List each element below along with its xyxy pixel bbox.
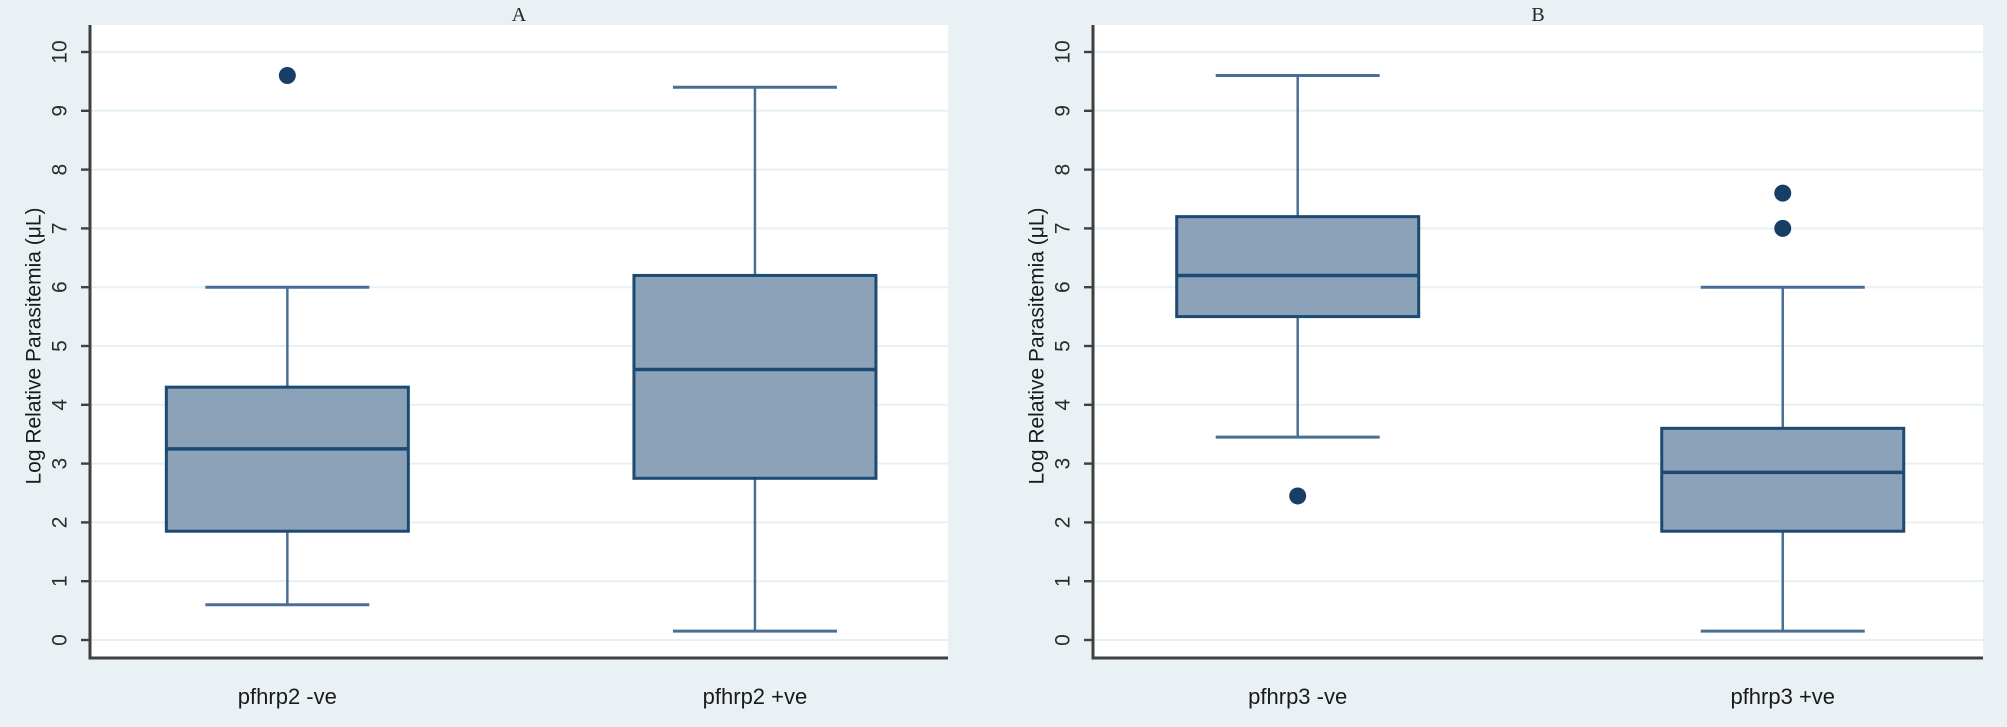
- y-tick-label: 3: [1052, 458, 1075, 470]
- y-tick-label: 10: [49, 40, 72, 63]
- iqr-box: [1175, 215, 1421, 319]
- y-tick-label: 7: [1052, 223, 1075, 235]
- panel-b: B pfhrp3 -ve pfhrp3 +ve 0 1 2 3 4 5 6 7 8 9 10 Log Re…: [1011, 0, 1993, 727]
- panel-b-boxplot: pfhrp3 -ve pfhrp3 +ve 0 1 2 3 4 5 6 7 8 9 10 Log Rela…: [1026, 25, 1983, 709]
- box-pfhrp2--ve: [164, 67, 410, 607]
- outlier-point: [1774, 219, 1792, 237]
- category-label: pfhrp3 +ve: [1730, 684, 1835, 709]
- y-tick-label: 9: [49, 105, 72, 117]
- y-tick-label: 2: [49, 517, 72, 529]
- box-pfhrp3--ve: [1175, 74, 1421, 505]
- y-tick-label: 0: [49, 634, 72, 646]
- outlier-point: [278, 67, 296, 85]
- y-tick-label: 4: [49, 399, 72, 411]
- plot-area: [1093, 25, 1983, 658]
- y-tick-label: 8: [49, 164, 72, 176]
- iqr-box: [164, 385, 410, 533]
- y-tick-label: 9: [1052, 105, 1075, 117]
- y-axis-label: Log Relative Parasitemia (μL): [23, 207, 46, 484]
- category-label: pfhrp2 +ve: [703, 684, 808, 709]
- outlier-point: [1289, 487, 1307, 505]
- outlier-point: [1774, 184, 1792, 202]
- category-label: pfhrp2 -ve: [238, 684, 337, 709]
- y-tick-label: 3: [49, 458, 72, 470]
- y-tick-label: 1: [49, 575, 72, 587]
- box-pfhrp3-+ve: [1660, 184, 1906, 633]
- y-tick-label: 6: [49, 281, 72, 293]
- iqr-box: [1660, 426, 1906, 533]
- y-axis-label: Log Relative Parasitemia (μL): [1026, 207, 1049, 484]
- y-tick-label: 4: [1052, 399, 1075, 411]
- y-tick-label: 5: [49, 340, 72, 352]
- box-pfhrp2-+ve: [632, 85, 878, 633]
- y-tick-label: 6: [1052, 281, 1075, 293]
- y-tick-label: 0: [1052, 634, 1075, 646]
- y-tick-label: 1: [1052, 575, 1075, 587]
- y-tick-label: 10: [1052, 40, 1075, 63]
- y-tick-label: 5: [1052, 340, 1075, 352]
- iqr-box: [632, 273, 878, 480]
- y-tick-label: 8: [1052, 164, 1075, 176]
- y-tick-label: 2: [1052, 517, 1075, 529]
- panel-a: A pfhrp2 -ve pfhrp2 +ve 0 1 2 3 4 5 6 7 8 9 10 Log Re…: [8, 0, 958, 727]
- y-tick-label: 7: [49, 223, 72, 235]
- panel-a-boxplot: pfhrp2 -ve pfhrp2 +ve 0 1 2 3 4 5 6 7 8 9 10 Log Rela…: [23, 25, 948, 709]
- panel-a-title: A: [511, 4, 527, 26]
- panel-b-title: B: [1531, 4, 1545, 26]
- category-label: pfhrp3 -ve: [1248, 684, 1347, 709]
